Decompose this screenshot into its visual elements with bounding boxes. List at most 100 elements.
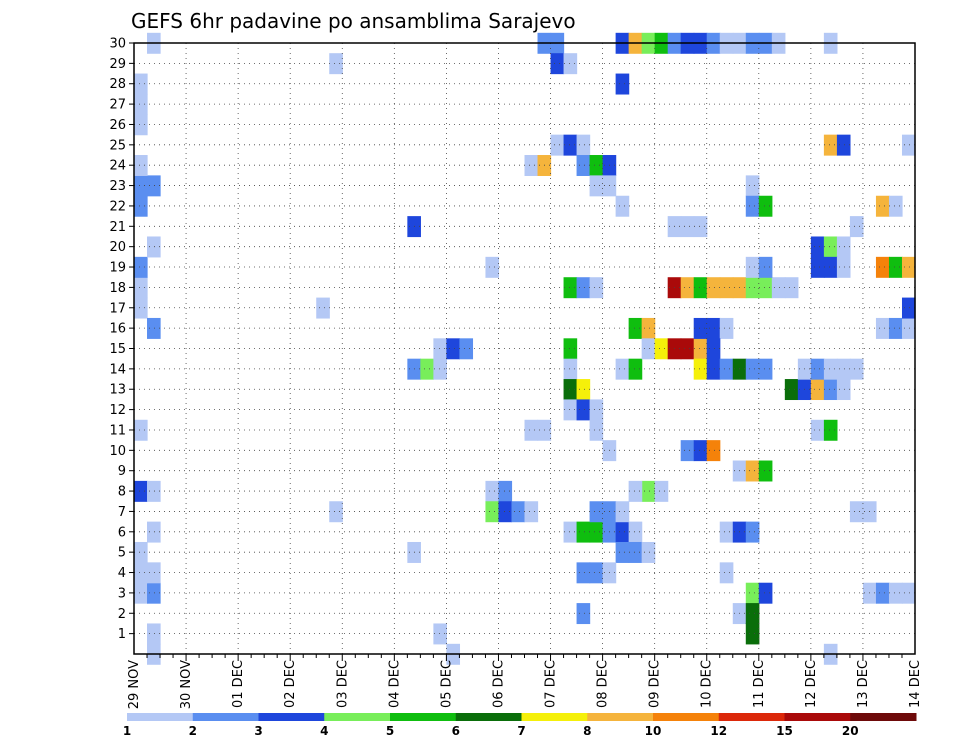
colorbar-swatch xyxy=(258,713,325,721)
heatmap-cell xyxy=(628,317,643,339)
heatmap-cell xyxy=(563,277,578,299)
heatmap-cell xyxy=(147,582,161,604)
heatmap-cell xyxy=(134,419,148,441)
x-tick-label: 13 DEC xyxy=(856,660,871,708)
heatmap-cell xyxy=(485,480,500,502)
heatmap-cell xyxy=(745,358,760,380)
y-tick-label: 18 xyxy=(109,281,126,296)
heatmap-cell xyxy=(420,358,434,380)
colorbar-label: 20 xyxy=(842,724,859,738)
heatmap-cell xyxy=(836,236,851,258)
y-tick-label: 7 xyxy=(118,505,126,520)
y-tick-label: 19 xyxy=(109,261,126,276)
heatmap-cell xyxy=(693,277,708,299)
heatmap-cell xyxy=(615,521,630,543)
heatmap-cell xyxy=(524,155,539,176)
y-tick-label: 2 xyxy=(118,607,126,622)
heatmap-cell xyxy=(823,419,838,441)
colorbar-swatch xyxy=(653,713,720,721)
heatmap-cell xyxy=(134,297,148,319)
heatmap-cell xyxy=(524,419,539,441)
heatmap-cell xyxy=(836,358,851,380)
y-tick-label: 20 xyxy=(109,240,126,255)
colorbar-label: 7 xyxy=(517,724,525,738)
colorbar-label: 8 xyxy=(583,724,591,738)
heatmap-cell xyxy=(745,460,760,482)
heatmap-cell xyxy=(134,155,148,176)
heatmap-cell xyxy=(836,134,851,156)
heatmap-cell xyxy=(680,216,695,238)
colorbar-label: 3 xyxy=(254,724,262,738)
heatmap-cell xyxy=(147,521,161,543)
heatmap-cell xyxy=(784,379,799,401)
heatmap-cell xyxy=(810,358,825,380)
heatmap-cell xyxy=(576,155,591,176)
heatmap-cell xyxy=(823,379,838,401)
x-axis: 29 NOV 30 NOV 01 DEC 02 DEC 03 DEC 04 DEC 05 D… xyxy=(127,654,923,709)
heatmap-cell xyxy=(498,501,513,523)
heatmap-cell xyxy=(680,338,695,360)
heatmap-cell xyxy=(901,256,916,278)
heatmap-cell xyxy=(563,338,578,360)
y-tick-label: 27 xyxy=(109,98,126,113)
heatmap-cell xyxy=(576,603,591,625)
y-tick-label: 13 xyxy=(109,383,126,398)
heatmap-cell xyxy=(576,521,591,543)
y-tick-label: 14 xyxy=(109,362,126,377)
heatmap-cell xyxy=(147,317,161,339)
colorbar-swatch xyxy=(587,713,654,721)
x-tick-label: 02 DEC xyxy=(283,660,298,708)
y-tick-label: 5 xyxy=(118,546,126,561)
heatmap-cell xyxy=(134,73,148,95)
heatmap-cell xyxy=(459,338,474,360)
heatmap-cell xyxy=(758,195,773,217)
colorbar-label: 10 xyxy=(645,724,662,738)
y-tick-label: 17 xyxy=(109,301,126,316)
heatmap-cell xyxy=(719,562,734,584)
heatmap-cell xyxy=(147,623,161,645)
heatmap-cell xyxy=(745,175,760,197)
y-tick-label: 6 xyxy=(118,525,126,540)
heatmap-cell xyxy=(615,501,630,523)
heatmap-cell xyxy=(719,277,734,299)
heatmap-cell xyxy=(563,358,578,380)
y-tick-label: 9 xyxy=(118,464,126,479)
heatmap-cell xyxy=(654,480,669,502)
heatmap-cell xyxy=(589,277,604,299)
heatmap-cell xyxy=(498,480,513,502)
x-tick-label: 12 DEC xyxy=(804,660,819,708)
heatmap-cell xyxy=(641,480,656,502)
x-tick-label: 10 DEC xyxy=(700,660,715,708)
heatmap-cell xyxy=(134,93,148,115)
colorbar-swatch xyxy=(127,713,194,721)
heatmap-cell xyxy=(849,358,864,380)
heatmap-cell xyxy=(615,195,630,217)
x-tick-label: 05 DEC xyxy=(439,660,454,708)
heatmap-cell xyxy=(485,501,500,523)
heatmap-cell xyxy=(485,256,500,278)
y-tick-label: 30 xyxy=(109,37,126,52)
heatmap-cell xyxy=(641,541,656,563)
x-tick-label: 06 DEC xyxy=(491,660,506,708)
colorbar-swatch xyxy=(521,713,588,721)
heatmap-cell xyxy=(823,358,838,380)
x-tick-label: 11 DEC xyxy=(752,660,767,708)
colorbar-label: 2 xyxy=(189,724,197,738)
y-tick-label: 26 xyxy=(109,118,126,133)
heatmap-cell xyxy=(576,399,591,421)
heatmap-cell xyxy=(589,399,604,421)
heatmap-cell xyxy=(316,297,330,319)
y-tick-label: 8 xyxy=(118,485,126,500)
heatmap-cell xyxy=(147,480,161,502)
chart-title: GEFS 6hr padavine po ansamblima Sarajevo xyxy=(131,9,576,33)
heatmap-cell xyxy=(433,358,447,380)
heatmap-cell xyxy=(810,236,825,258)
heatmap-cell xyxy=(693,317,708,339)
heatmap-cell xyxy=(875,256,890,278)
x-tick-label: 09 DEC xyxy=(648,660,663,708)
heatmap-cell xyxy=(888,256,903,278)
heatmap-cell xyxy=(589,562,604,584)
heatmap-cell xyxy=(758,358,773,380)
colorbar-swatch xyxy=(784,713,851,721)
colorbar-swatch xyxy=(390,713,457,721)
